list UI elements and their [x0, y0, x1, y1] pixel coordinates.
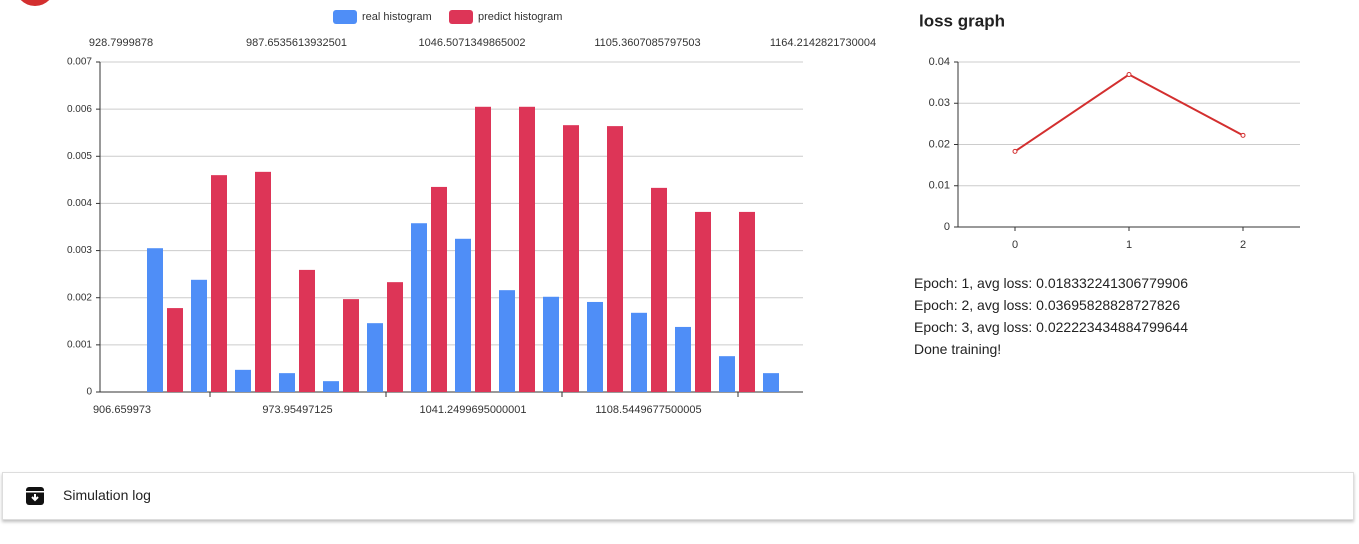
y-tick-label: 0.007 — [67, 57, 92, 68]
y-tick-label: 0 — [86, 387, 92, 398]
training-log: Epoch: 1, avg loss: 0.018332241306779906… — [914, 272, 1188, 360]
y-tick-label: 0.005 — [67, 151, 92, 162]
bar — [763, 373, 779, 392]
x-bottom-label: 1041.2499695000001 — [419, 404, 526, 416]
bar — [563, 125, 579, 393]
bar — [299, 269, 315, 392]
bar — [167, 308, 183, 392]
x-top-label: 928.7999878 — [89, 37, 153, 49]
bar — [543, 296, 559, 392]
x-top-label: 1046.5071349865002 — [418, 37, 525, 49]
x-top-label: 1164.2142821730004 — [770, 37, 876, 49]
bar — [455, 238, 471, 392]
x-bottom-label: 906.659973 — [93, 404, 151, 416]
log-line: Epoch: 3, avg loss: 0.022223434884799644 — [914, 319, 1189, 335]
y-tick-label: 0.002 — [67, 292, 92, 303]
bar — [343, 299, 359, 392]
logo — [20, 0, 50, 6]
bar — [631, 312, 647, 392]
y-tick-label: 0 — [944, 221, 950, 233]
bar — [475, 106, 491, 393]
legend-swatch — [449, 10, 473, 24]
bar — [367, 323, 383, 392]
bar — [411, 223, 427, 392]
point — [1126, 72, 1132, 78]
bar — [695, 211, 711, 392]
loss-line — [1014, 73, 1244, 153]
log-line: Done training! — [914, 341, 1002, 357]
bar — [147, 248, 163, 392]
legend-swatch — [333, 10, 357, 24]
bar — [235, 369, 251, 392]
chart-title: loss graph — [919, 11, 1005, 30]
panel-title[interactable]: Simulation log — [63, 487, 151, 503]
y-tick-label: 0.04 — [929, 56, 950, 68]
simulation-log-panel[interactable]: Simulation log — [2, 472, 1354, 520]
bar — [255, 171, 271, 392]
x-bottom-label: 973.95497125 — [262, 404, 332, 416]
bar — [651, 187, 667, 392]
bar — [211, 175, 227, 392]
x-tick-label: 1 — [1126, 239, 1132, 251]
bar — [499, 290, 515, 392]
bar — [675, 326, 691, 392]
log-line: Epoch: 1, avg loss: 0.018332241306779906 — [914, 275, 1189, 291]
point — [1240, 132, 1246, 138]
bar — [387, 282, 403, 392]
x-tick-label: 2 — [1240, 239, 1246, 251]
x-top-label: 1105.3607085797503 — [594, 37, 700, 49]
y-tick-label: 0.02 — [929, 138, 950, 150]
bar — [607, 126, 623, 392]
y-tick-label: 0.001 — [67, 339, 92, 350]
y-tick-label: 0.003 — [67, 245, 92, 256]
x-bottom-label: 1108.5449677500005 — [595, 404, 701, 416]
log-line: Epoch: 2, avg loss: 0.03695828828727826 — [914, 297, 1181, 313]
bar — [279, 373, 295, 392]
y-tick-label: 0.006 — [67, 104, 92, 115]
y-tick-label: 0.03 — [929, 97, 950, 109]
bar — [191, 279, 207, 392]
x-tick-label: 0 — [1012, 239, 1018, 251]
legend-label: real histogram — [362, 11, 432, 23]
legend-label: predict histogram — [478, 11, 562, 23]
bar — [587, 301, 603, 392]
bar — [431, 186, 447, 392]
archive-icon — [26, 487, 44, 505]
x-top-label: 987.6535613932501 — [246, 37, 347, 49]
bar — [739, 211, 755, 392]
bar — [323, 381, 339, 392]
point — [1012, 148, 1018, 154]
charts: 0 0.001 0.002 0.003 0.004 0.005 0.006 0.007 real… — [20, 0, 1300, 416]
bar — [719, 356, 735, 392]
y-tick-label: 0.01 — [929, 180, 950, 192]
bar — [519, 106, 535, 393]
y-tick-label: 0.004 — [67, 198, 92, 209]
